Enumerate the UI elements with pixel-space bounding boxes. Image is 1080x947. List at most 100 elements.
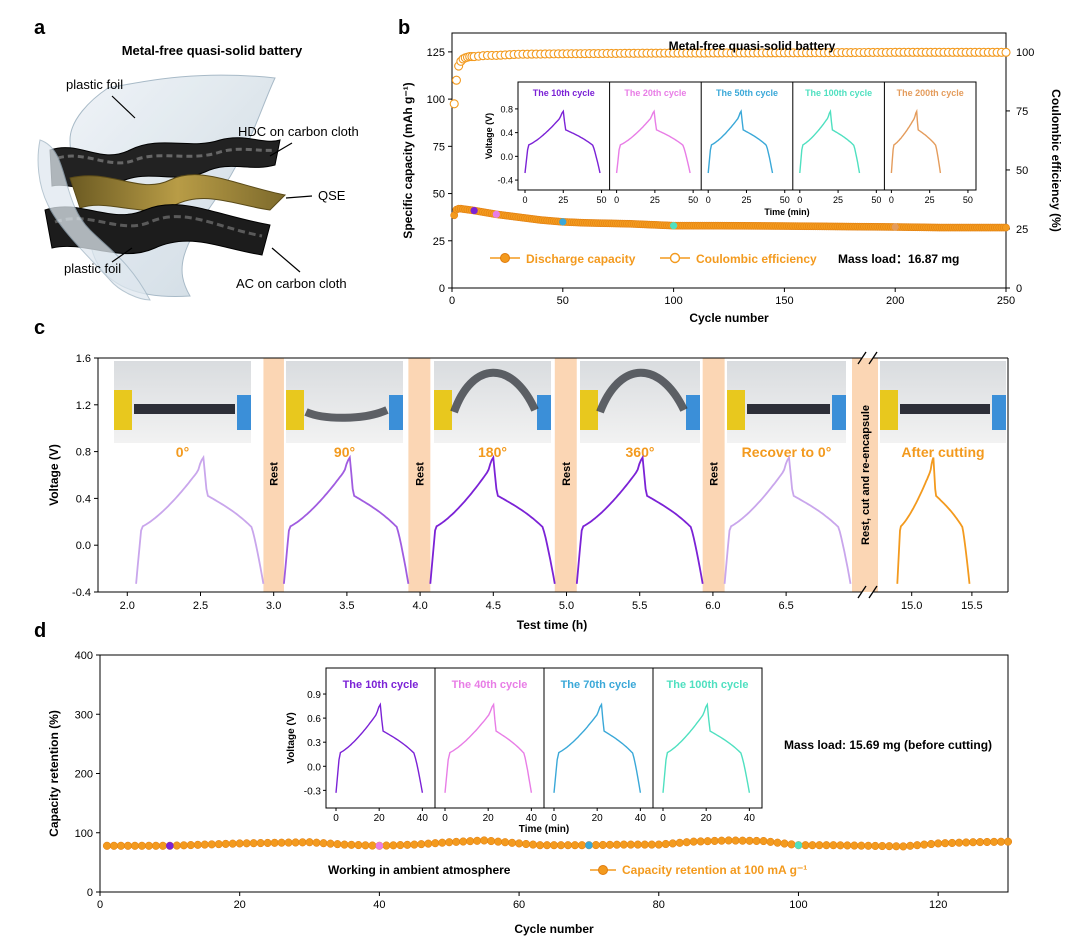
panel-a-title: Metal-free quasi-solid battery	[122, 43, 303, 58]
inset-d-xlabel-1-2: 40	[526, 813, 538, 824]
retention-point	[361, 841, 370, 850]
retention-point	[892, 842, 901, 851]
photo-2: 180°	[434, 361, 551, 460]
inset-d-xlabel-3-0: 0	[660, 813, 666, 824]
retention-point	[193, 840, 202, 849]
chart-c: Rest Rest Rest Rest Rest, cut and re-encapsu…	[47, 351, 1009, 632]
inset-d-title-1: The 40th cycle	[452, 679, 528, 691]
retention-point	[682, 838, 691, 847]
panel-d-mass-load: Mass load: 15.69 mg (before cutting)	[784, 738, 992, 752]
chart-c-yaxis-label-2: 0.4	[76, 493, 91, 505]
retention-point	[501, 838, 510, 847]
retention-point	[102, 841, 112, 850]
retention-point	[619, 840, 628, 849]
retention-point	[570, 841, 580, 850]
inset-b-curve-3	[799, 108, 861, 174]
photo-strip-1	[304, 406, 389, 422]
chart-b-ylabel: Specific capacity (mAh g⁻¹)	[401, 82, 415, 238]
retention-point	[508, 838, 517, 847]
retention-point	[494, 837, 503, 846]
photo-strip-4	[747, 404, 830, 414]
retention-point	[654, 840, 663, 849]
chart-c-xlabel-6: 5.0	[559, 600, 574, 612]
panel-letter-b: b	[398, 17, 410, 39]
chart-c-curve-5	[896, 457, 971, 584]
inset-d-curve-1	[444, 702, 533, 793]
inset-d-curve-2	[553, 702, 642, 793]
discharge-highlight-4	[891, 223, 899, 231]
chart-b-xaxis-label-4: 200	[886, 295, 904, 307]
retention-point	[542, 841, 552, 850]
chart-d-xaxis-label-4: 80	[653, 899, 665, 911]
retention-point	[801, 841, 810, 850]
label-qse: QSE	[318, 188, 346, 203]
retention-point	[577, 841, 586, 850]
retention-point	[871, 841, 880, 850]
chart-b-discharge-series	[450, 204, 1010, 232]
arrow-ac	[271, 247, 301, 273]
inset-d-xlabel-2-0: 0	[551, 813, 557, 824]
inset-b-xlabel-1-2: 50	[688, 195, 698, 205]
chart-c-xlabel-r-0: 15.0	[901, 600, 922, 612]
retention-point	[207, 840, 216, 849]
retention-point	[668, 839, 677, 848]
retention-point	[850, 841, 859, 850]
chart-b-yaxis-label-4: 100	[427, 94, 445, 106]
chart-c-curve-4	[723, 454, 852, 584]
retention-point	[927, 839, 936, 849]
inset-d-ylabel-4: 0.9	[307, 690, 321, 701]
retention-point	[731, 836, 740, 845]
retention-highlight-1	[375, 841, 384, 850]
axis-break-mark-0	[857, 351, 867, 365]
retention-point	[1003, 837, 1013, 846]
inset-d-xlabel-0-2: 40	[417, 813, 429, 824]
retention-point	[934, 839, 943, 848]
chart-c-xlabel-8: 6.0	[705, 600, 720, 612]
retention-point	[878, 841, 887, 851]
retention-point	[591, 841, 600, 850]
inset-b-xlabel-3-2: 50	[871, 195, 881, 205]
discharge-highlight-0	[470, 206, 478, 215]
retention-point	[130, 841, 139, 850]
retention-point	[962, 838, 971, 847]
chart-c-curve-3	[575, 454, 704, 584]
panel-c: c Rest Rest Rest Rest Rest, cut and re-encap…	[34, 317, 1009, 632]
retention-point	[989, 837, 999, 846]
chart-d-yaxis-label-1: 100	[75, 828, 93, 840]
inset-d-xlabel-0-0: 0	[333, 813, 339, 824]
retention-point	[228, 839, 237, 848]
retention-point	[249, 839, 258, 848]
retention-point	[487, 836, 496, 846]
photo-clip-left-0	[114, 390, 132, 430]
axis-break-mark-1	[868, 351, 878, 365]
retention-point	[941, 839, 950, 848]
chart-c-curve-1	[283, 454, 410, 584]
panel-a: a Metal-free quasi-solid battery plastic…	[34, 17, 359, 301]
hdc-weave	[57, 147, 276, 165]
inset-d-ylabel-0: -0.3	[304, 786, 322, 797]
chart-b-xaxis-label-0: 0	[449, 295, 455, 307]
inset-d-ylabel-3: 0.6	[307, 714, 321, 725]
discharge-highlight-3	[670, 222, 678, 230]
retention-point	[948, 838, 957, 847]
retention-point	[696, 837, 705, 846]
retention-point	[969, 838, 978, 847]
retention-point	[738, 836, 747, 845]
panel-letter-d: d	[34, 620, 46, 642]
chart-c-xlabel-7: 5.5	[632, 600, 647, 612]
retention-point	[808, 841, 817, 850]
retention-point	[340, 840, 349, 849]
inset-d-ylabel: Voltage (V)	[286, 712, 297, 763]
panel-a-annotations: plastic foil HDC on carbon cloth QSE pla…	[64, 77, 359, 291]
chart-c-xlabel-9: 6.5	[778, 600, 793, 612]
discharge-point	[1002, 223, 1010, 232]
retention-point	[305, 838, 314, 847]
photo-5: After cutting	[880, 361, 1006, 460]
inset-b-xlabel-2-2: 50	[780, 195, 790, 205]
legend-d-label: Capacity retention at 100 mA g⁻¹	[622, 863, 807, 877]
ce-point	[449, 99, 459, 109]
inset-b-ylabel-1: 0.0	[500, 152, 513, 162]
inset-d-title-3: The 100th cycle	[667, 679, 749, 691]
photo-clip-left-5	[880, 390, 898, 430]
qse-layer	[69, 174, 287, 211]
